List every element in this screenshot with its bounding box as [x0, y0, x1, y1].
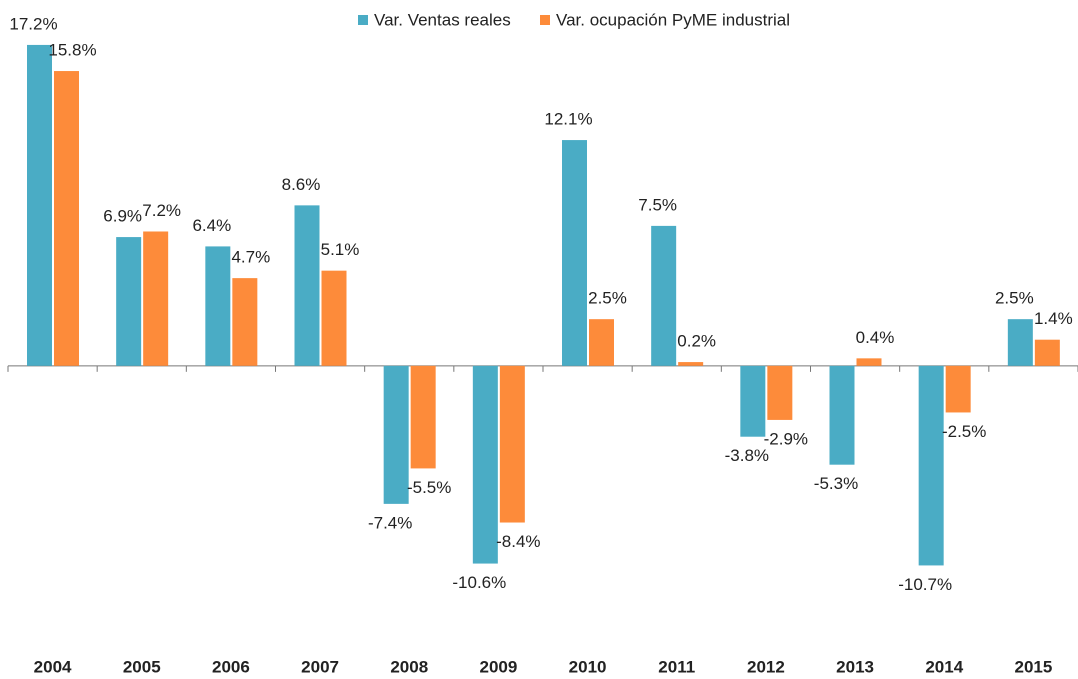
value-label: 12.1%	[544, 110, 592, 129]
x-tick-label: 2011	[658, 657, 695, 676]
bar	[562, 140, 587, 366]
value-label: 15.8%	[48, 41, 96, 60]
value-label: -7.4%	[368, 513, 412, 532]
x-tick-label: 2009	[480, 657, 518, 676]
value-label: 17.2%	[9, 14, 57, 33]
value-label: 1.4%	[1034, 309, 1073, 328]
bar	[232, 278, 258, 366]
legend-label: Var. ocupación PyME industrial	[556, 10, 790, 29]
bar	[945, 365, 971, 413]
value-label: 0.2%	[677, 332, 716, 351]
value-label: 8.6%	[282, 175, 321, 194]
bar	[499, 365, 525, 523]
bar	[678, 362, 704, 366]
value-label: -8.4%	[496, 532, 540, 551]
bar	[767, 365, 793, 420]
x-tick-label: 2004	[34, 657, 72, 676]
bar	[856, 358, 882, 366]
value-label: 7.5%	[638, 195, 677, 214]
x-tick-label: 2008	[390, 657, 428, 676]
bar	[294, 205, 320, 366]
x-tick-label: 2012	[747, 657, 785, 676]
x-tick-label: 2015	[1015, 657, 1053, 676]
value-label: -10.7%	[898, 575, 952, 594]
bar	[54, 71, 79, 366]
bar	[321, 270, 347, 366]
value-label: -10.6%	[452, 573, 506, 592]
bar	[589, 319, 614, 366]
legend-swatch	[540, 15, 550, 25]
value-label: 5.1%	[321, 240, 360, 259]
bar	[205, 246, 231, 366]
legend-label: Var. Ventas reales	[374, 10, 511, 29]
value-label: 2.5%	[588, 289, 627, 308]
x-tick-label: 2010	[569, 657, 607, 676]
legend-swatch	[358, 15, 368, 25]
bar	[383, 365, 409, 504]
x-tick-label: 2007	[301, 657, 339, 676]
bar	[143, 231, 169, 366]
bar	[651, 225, 677, 366]
x-tick-label: 2014	[925, 657, 963, 676]
value-label: 6.9%	[103, 207, 142, 226]
value-label: -2.5%	[942, 422, 986, 441]
value-label: 4.7%	[231, 248, 270, 267]
bar	[740, 365, 766, 437]
x-tick-label: 2005	[123, 657, 161, 676]
bar	[410, 365, 436, 469]
value-label: 0.4%	[856, 328, 895, 347]
bar	[829, 365, 855, 465]
value-label: 6.4%	[192, 216, 231, 235]
value-label: -3.8%	[725, 446, 769, 465]
value-label: -2.9%	[764, 429, 808, 448]
bar	[472, 365, 498, 564]
bar	[116, 237, 142, 366]
x-tick-label: 2006	[212, 657, 250, 676]
bar	[27, 44, 52, 366]
x-tick-label: 2013	[836, 657, 874, 676]
bar	[1007, 319, 1033, 366]
bar	[1034, 339, 1060, 366]
value-label: -5.5%	[407, 478, 451, 497]
value-label: 2.5%	[995, 289, 1034, 308]
value-label: -5.3%	[814, 474, 858, 493]
value-label: 7.2%	[142, 201, 181, 220]
bar	[918, 365, 944, 566]
